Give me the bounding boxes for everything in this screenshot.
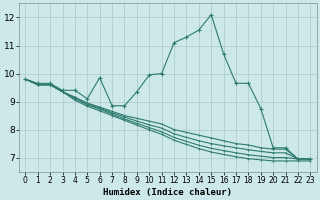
X-axis label: Humidex (Indice chaleur): Humidex (Indice chaleur) [103,188,232,197]
